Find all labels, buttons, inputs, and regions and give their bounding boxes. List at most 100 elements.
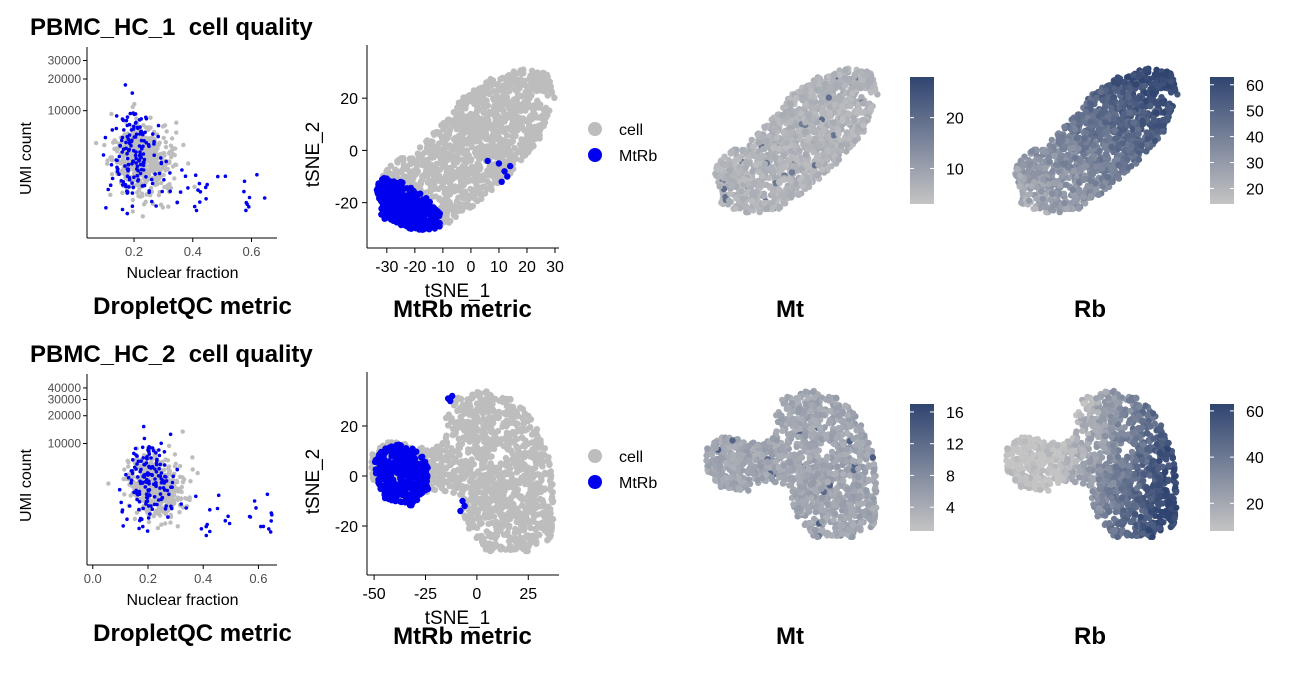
cell-point bbox=[811, 127, 818, 134]
cell-point bbox=[471, 100, 478, 108]
cell-point bbox=[466, 134, 474, 141]
cell-point bbox=[1126, 84, 1133, 91]
cell-point bbox=[528, 114, 536, 121]
cell-point bbox=[1143, 129, 1150, 136]
mtrb-point bbox=[484, 157, 491, 165]
cell-point bbox=[155, 163, 161, 168]
cell-point bbox=[410, 175, 417, 182]
cell-point bbox=[1115, 161, 1122, 169]
cell-point bbox=[428, 141, 435, 148]
cell-point bbox=[162, 123, 168, 128]
cell-point bbox=[806, 134, 813, 141]
mtrb-point bbox=[380, 203, 388, 211]
cell-point bbox=[745, 154, 753, 161]
cell-point bbox=[543, 109, 551, 117]
mtrb-point bbox=[124, 118, 129, 123]
mtrb-point bbox=[141, 160, 146, 165]
cell-point bbox=[522, 107, 529, 114]
y-tick-label: 20 bbox=[340, 91, 358, 108]
cell-point bbox=[432, 193, 439, 200]
mtrb-point bbox=[399, 184, 406, 191]
cell-point bbox=[108, 192, 113, 197]
cell-point bbox=[141, 202, 147, 207]
cell-point bbox=[136, 193, 141, 199]
mtrb-point bbox=[393, 197, 401, 204]
cell-point bbox=[483, 81, 490, 88]
cell-point bbox=[1130, 132, 1137, 139]
mtrb-point bbox=[135, 164, 140, 169]
mtrb-point bbox=[110, 176, 115, 181]
mtrb-point bbox=[153, 172, 157, 176]
cell-point bbox=[1101, 142, 1108, 150]
mtrb-point bbox=[120, 150, 124, 154]
cell-point bbox=[483, 143, 491, 150]
cell-point bbox=[154, 156, 159, 162]
cell-point bbox=[500, 114, 507, 121]
mtrb-point bbox=[159, 156, 163, 160]
cell-point bbox=[824, 147, 832, 154]
cell-point bbox=[145, 151, 150, 156]
mtrb-point bbox=[434, 210, 441, 217]
cell-point bbox=[504, 125, 512, 132]
cell-point bbox=[860, 109, 867, 116]
cell-point bbox=[136, 138, 141, 143]
cell-point bbox=[1119, 166, 1126, 173]
mt-title: Mt bbox=[776, 296, 804, 323]
cell-point bbox=[538, 74, 545, 81]
mtrb-point bbox=[131, 127, 136, 131]
cell-point bbox=[1120, 110, 1128, 117]
mtrb-point bbox=[150, 199, 154, 204]
cell-point bbox=[776, 156, 783, 163]
cell-point bbox=[1131, 100, 1139, 108]
cell-point bbox=[1101, 128, 1109, 136]
mtrb-point bbox=[122, 128, 126, 132]
mtrb-point bbox=[417, 197, 424, 205]
cell-point bbox=[1072, 126, 1079, 133]
cell-point bbox=[544, 80, 551, 87]
cell-point bbox=[145, 177, 151, 182]
cell-point bbox=[446, 166, 454, 173]
mtrb-point bbox=[140, 146, 144, 151]
cell-point bbox=[824, 132, 832, 140]
mtrb-point bbox=[130, 204, 135, 208]
cell-point bbox=[1087, 100, 1094, 108]
cell-point bbox=[386, 170, 393, 177]
mtrb-point bbox=[123, 164, 127, 168]
mtrb-point bbox=[403, 214, 410, 221]
x-tick-label: 20 bbox=[518, 259, 536, 276]
cell-point bbox=[1114, 156, 1121, 163]
cell-point bbox=[775, 186, 783, 193]
mtrb-point bbox=[140, 131, 145, 135]
cell-point bbox=[139, 191, 145, 196]
mtrb-point bbox=[139, 138, 144, 143]
cell-point bbox=[1033, 195, 1040, 202]
cell-point bbox=[131, 167, 137, 173]
x-tick-label: 0.6 bbox=[242, 244, 260, 259]
cell-point bbox=[479, 85, 486, 92]
cell-point bbox=[148, 162, 154, 167]
mtrb-point bbox=[435, 220, 442, 227]
cell-point bbox=[186, 161, 191, 166]
mtrb-point bbox=[103, 135, 108, 140]
cell-point bbox=[1087, 192, 1095, 200]
cell-point bbox=[513, 80, 520, 87]
cell-point bbox=[814, 86, 821, 93]
cell-point bbox=[510, 73, 518, 80]
cell-point bbox=[450, 159, 458, 166]
cell-point bbox=[109, 111, 114, 117]
cell-point bbox=[474, 160, 481, 167]
colorbar-tick-label: 10 bbox=[946, 161, 964, 178]
cell-point bbox=[1038, 188, 1045, 195]
cell-point bbox=[1032, 205, 1039, 212]
cell-point bbox=[814, 156, 821, 163]
cell-point bbox=[1096, 147, 1103, 154]
cell-point bbox=[518, 149, 526, 156]
cell-point bbox=[93, 140, 99, 146]
colorbar-tick-label: 20 bbox=[946, 111, 964, 128]
cell-point bbox=[787, 100, 794, 108]
cell-point bbox=[473, 151, 480, 158]
legend-cell-swatch bbox=[588, 122, 602, 136]
cell-point bbox=[760, 190, 768, 197]
mtrb-point bbox=[426, 226, 433, 233]
y-tick-label: 0 bbox=[349, 143, 358, 160]
